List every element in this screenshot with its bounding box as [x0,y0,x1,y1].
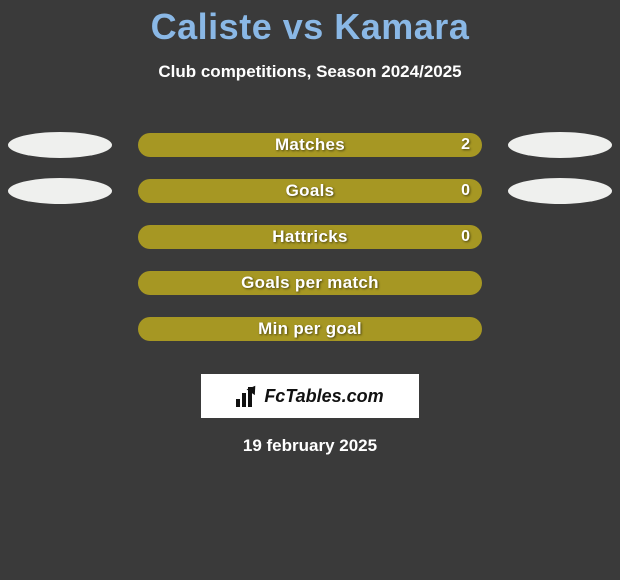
stat-bar-label: Goals per match [138,273,482,293]
stat-row: Goals0 [0,168,620,214]
stat-bar: Min per goal [138,317,482,341]
stat-row: Min per goal [0,306,620,352]
stat-bar-value: 0 [461,182,470,200]
stat-bar-value: 2 [461,136,470,154]
stat-bar-label: Matches [138,135,482,155]
logo-text: FcTables.com [264,386,383,407]
stat-bar: Goals per match [138,271,482,295]
stat-rows: Matches2Goals0Hattricks0Goals per matchM… [0,122,620,352]
right-ellipse [508,132,612,158]
stat-row: Goals per match [0,260,620,306]
date-text: 19 february 2025 [0,436,620,456]
stat-bar: Hattricks0 [138,225,482,249]
stat-row: Hattricks0 [0,214,620,260]
stat-bar: Matches2 [138,133,482,157]
left-ellipse [8,178,112,204]
right-ellipse [508,178,612,204]
left-ellipse [8,132,112,158]
page-subtitle: Club competitions, Season 2024/2025 [0,62,620,82]
stat-bar: Goals0 [138,179,482,203]
stat-bar-value: 0 [461,228,470,246]
logo-box: FcTables.com [201,374,419,418]
stat-bar-label: Hattricks [138,227,482,247]
stat-bar-label: Min per goal [138,319,482,339]
page-title: Caliste vs Kamara [0,0,620,48]
bar-chart-icon [236,385,258,407]
stat-row: Matches2 [0,122,620,168]
stat-bar-label: Goals [138,181,482,201]
